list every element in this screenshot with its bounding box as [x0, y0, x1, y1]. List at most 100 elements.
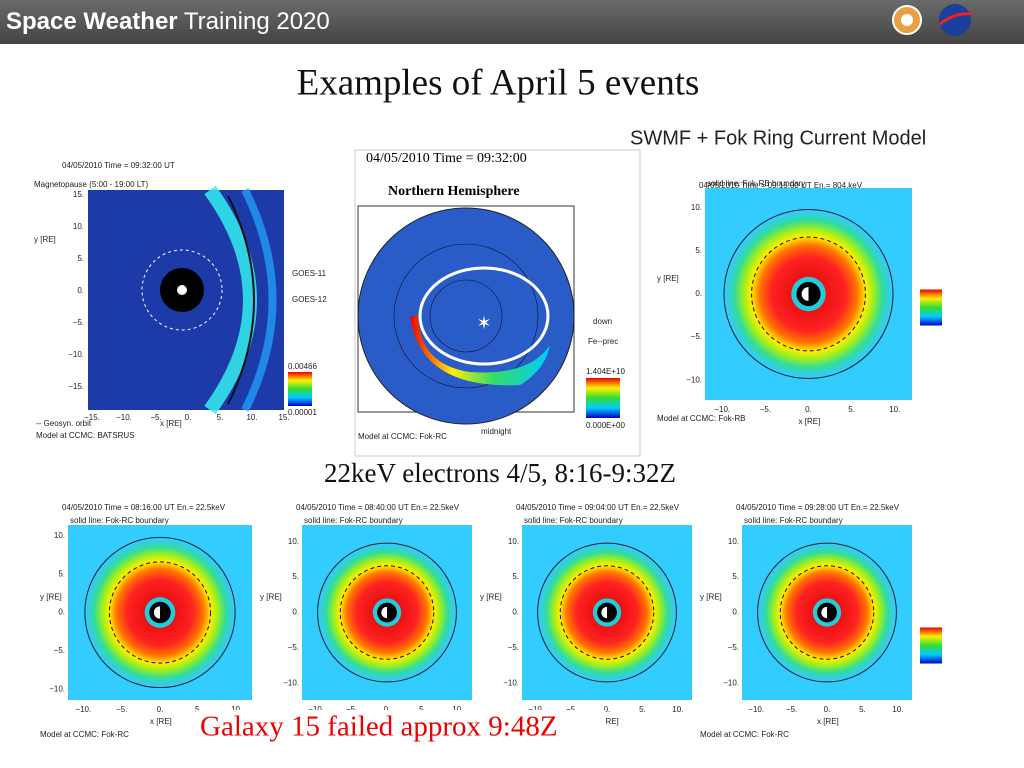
polar-top: down [593, 317, 612, 326]
ring-x-tick: 0. [384, 705, 391, 714]
mhd-y-tick: −10. [68, 350, 84, 359]
logo-emblem-center [901, 14, 913, 26]
polar-quantity: Fe--prec [588, 337, 618, 346]
ring-y-tick: 0. [695, 289, 702, 298]
earth-day [821, 606, 827, 619]
ring-boundary-label: solid line: Fok-RC boundary [304, 516, 403, 525]
ring-y-tick: 10. [691, 203, 702, 212]
ring-y-tick: 5. [695, 246, 702, 255]
ring-x-tick: −10. [308, 705, 324, 714]
mhd-y-tick: 0. [77, 286, 84, 295]
ring-y-tick: −10. [283, 678, 299, 687]
ring-y-tick: 5. [732, 572, 739, 581]
ring-y-tick: 0. [732, 608, 739, 617]
ring-x-tick: 5. [419, 705, 426, 714]
geosync-orbit [339, 565, 435, 660]
polar-grid [429, 279, 503, 353]
ring-boundary-label: solid line: Fok-RC boundary [744, 516, 843, 525]
ring-y-label: y [RE] [480, 593, 502, 602]
mhd-orbit-label: -- Geosyn. orbit [36, 419, 92, 428]
ring-y-tick: −5. [288, 643, 299, 652]
nasa-logo-swoosh [939, 12, 973, 26]
ring-x-tick: −5. [566, 705, 577, 714]
geosync-orbit [108, 561, 212, 664]
mhd-x-label: x [RE] [160, 419, 182, 428]
ring-y-tick: −10. [723, 678, 739, 687]
ring-x-tick: −10. [528, 705, 544, 714]
polar-model: Model at CCMC: Fok-RC [358, 432, 447, 441]
earth-day [801, 287, 809, 301]
ring-y-tick: −5. [54, 646, 65, 655]
mhd-sat2: GOES-12 [292, 295, 327, 304]
mhd-flow [241, 188, 277, 412]
mhd-x-tick: 0. [185, 413, 192, 422]
ring-x-tick: 0. [604, 705, 611, 714]
ring-x-tick: −10. [75, 705, 91, 714]
ring-x-tick: 5. [195, 705, 202, 714]
polar-crescent [410, 316, 550, 386]
ring-boundary-label: solid line: Fok-RC boundary [70, 516, 169, 525]
mhd-x-tick: −10. [116, 413, 132, 422]
mhd-x-tick: 15. [278, 413, 289, 422]
ring-x-tick: −5. [760, 405, 771, 414]
ring-y-tick: −5. [728, 643, 739, 652]
ring-time: 04/05/2010 Time = 08:40:00 UT En.= 22.5k… [296, 503, 460, 512]
ring-time: 04/05/2010 Time = 09:28:00 UT En.= 22.5k… [736, 503, 900, 512]
ring-boundary-label: solid line: Fok-RC boundary [524, 516, 623, 525]
mhd-y-tick: −5. [73, 318, 84, 327]
ring-model: Model at CCMC: Fok-RB [657, 414, 745, 423]
ring-colorbar [920, 627, 942, 664]
ring-x-tick: −5. [346, 705, 357, 714]
ring-x-tick: 10. [672, 705, 683, 714]
mhd-cbar-min: 0.00001 [288, 408, 317, 417]
ring-x-tick: −10. [748, 705, 764, 714]
polar-colorbar [586, 378, 620, 418]
ring-y-label: y [RE] [40, 593, 62, 602]
ring-model: Model at CCMC: Fok-RC [700, 730, 789, 739]
geosync-orbit [751, 236, 866, 352]
ring-x-tick: 0. [824, 705, 831, 714]
ring-y-tick: −10. [503, 678, 519, 687]
ring-time: 04/05/2010 Time = 09:04:00 UT En.= 22.5k… [516, 503, 680, 512]
mhd-x-tick: −15. [84, 413, 100, 422]
ring-y-tick: −5. [691, 332, 702, 341]
ring-x-tick: −10. [714, 405, 730, 414]
ring-y-tick: 5. [292, 572, 299, 581]
mhd-magnetopause-label: Magnetopause (5:00 - 19:00 LT) [34, 180, 148, 189]
ring-x-label: x [RE] [817, 717, 839, 726]
mhd-colorbar [288, 372, 312, 406]
polar-disk [357, 207, 575, 425]
mhd-y-tick: −15. [68, 382, 84, 391]
polar-oval [418, 266, 550, 366]
ring-y-tick: 5. [512, 572, 519, 581]
panels: 04/05/2010 Time = 09:32:00 UT Magnetopaus… [30, 149, 970, 741]
ring-y-label: y [RE] [700, 593, 722, 602]
mhd-cbar-max: 0.00466 [288, 362, 317, 371]
ring-x-tick: 10. [889, 405, 900, 414]
polar-hemisphere: Northern Hemisphere [388, 184, 520, 199]
polar-grid [393, 243, 539, 389]
mhd-x-tick: −5. [150, 413, 161, 422]
ring-boundary-label: solid line: Fok-RB boundary [707, 179, 805, 188]
geosync-orbit [779, 565, 875, 660]
polar-time: 04/05/2010 Time = 09:32:00 [366, 151, 527, 166]
slide-title: Examples of April 5 events [297, 62, 700, 103]
mhd-x-tick: 10. [246, 413, 257, 422]
polar-cbar-min: 0.000E+00 [586, 421, 625, 430]
ring-boundary [723, 208, 894, 380]
ring-x-tick: −5. [786, 705, 797, 714]
ring-x-tick: 10. [452, 705, 463, 714]
ring-y-tick: −10. [686, 375, 702, 384]
ring-boundary [317, 542, 457, 683]
mhd-orbit [141, 249, 223, 331]
ring-y-tick: −10. [49, 684, 65, 693]
mhd-magnetopause [227, 195, 255, 405]
mhd-y-tick: 10. [73, 222, 84, 231]
mhd-x-tick: 5. [217, 413, 224, 422]
header-bar [0, 0, 1024, 44]
ring-y-tick: 10. [54, 531, 65, 540]
polar-bottom: midnight [481, 427, 512, 436]
nasa-logo [939, 4, 971, 36]
note-background [196, 710, 606, 746]
